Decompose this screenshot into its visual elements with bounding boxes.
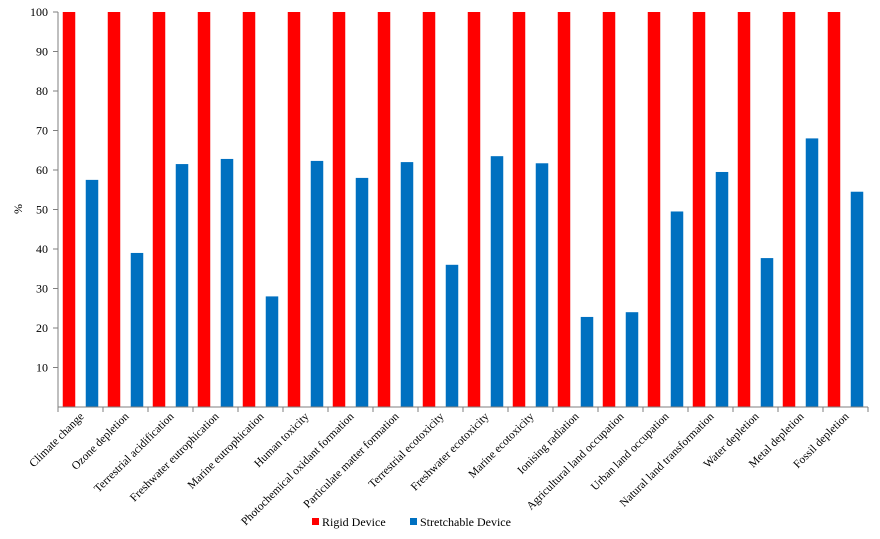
y-axis-label: % [11,204,25,214]
bar-stretchable-device [310,160,324,407]
y-tick-label: 30 [36,282,48,296]
bar-stretchable-device [760,258,774,407]
x-tick-label: Marine eutrophication [186,410,267,491]
bar-stretchable-device [355,177,369,407]
y-tick-label: 50 [36,203,48,217]
y-tick-label: 60 [36,163,48,177]
bar-rigid-device [467,12,481,407]
bar-stretchable-device [625,312,639,407]
y-tick-label: 70 [36,124,48,138]
y-axis: 10 20 30 40 50 60 70 80 90 100 [30,5,59,407]
y-tick-label: 10 [36,361,48,375]
bar-rigid-device [737,12,751,407]
bar-stretchable-device [175,164,189,407]
bar-stretchable-device [580,316,594,407]
bar-stretchable-device [85,179,99,407]
bar-rigid-device [602,12,616,407]
bar-rigid-device [647,12,661,407]
x-tick-label: Urban land occupation [589,410,672,493]
bar-rigid-device [692,12,706,407]
bar-rigid-device [782,12,796,407]
x-tick-label: Terrestrial ecotoxicity [367,410,447,490]
bar-stretchable-device [715,171,729,407]
legend-label-stretchable-device: Stretchable Device [420,515,511,529]
bar-stretchable-device [265,296,279,407]
bar-stretchable-device [805,138,819,407]
legend-swatch-stretchable-device [410,518,417,525]
bar-rigid-device [197,12,211,407]
y-tick-label: 40 [36,242,48,256]
x-tick-label: Particulate matter formation [301,410,401,510]
bars [62,12,864,407]
x-tick-label: Natural land transformation [618,410,717,509]
bar-stretchable-device [445,264,459,407]
y-tick-label: 90 [36,45,48,59]
bar-rigid-device [332,12,346,407]
y-tick-label: 20 [36,321,48,335]
bar-rigid-device [557,12,571,407]
legend: Rigid Device Stretchable Device [312,515,511,529]
bar-rigid-device [827,12,841,407]
bar-rigid-device [107,12,121,407]
bar-stretchable-device [130,252,144,407]
bar-rigid-device [62,12,76,407]
bar-stretchable-device [400,162,414,407]
bar-rigid-device [422,12,436,407]
bar-stretchable-device [535,163,549,407]
y-tick-label: 100 [30,5,48,19]
bar-stretchable-device [220,158,234,407]
x-tick-label: Freshwater eutrophication [128,410,222,504]
bar-stretchable-device [850,191,864,407]
x-tick-label: Terrestrial acidification [92,410,177,495]
bar-rigid-device [377,12,391,407]
legend-label-rigid-device: Rigid Device [322,515,386,529]
bar-rigid-device [152,12,166,407]
y-tick-label: 80 [36,84,48,98]
bar-stretchable-device [490,156,504,407]
bar-rigid-device [287,12,301,407]
bar-rigid-device [242,12,256,407]
x-tick-label: Freshwater ecotoxicity [409,410,492,493]
bar-rigid-device [512,12,526,407]
legend-swatch-rigid-device [312,518,319,525]
bar-stretchable-device [670,211,684,407]
